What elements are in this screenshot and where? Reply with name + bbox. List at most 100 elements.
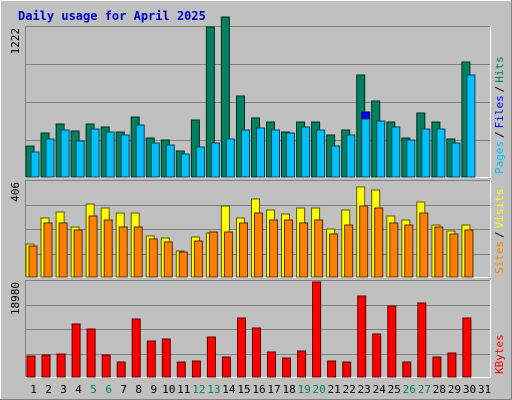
bar-sites-day-15 [239,222,248,278]
bar-pages-day-4 [75,140,85,178]
bar-pages-day-10 [165,144,175,178]
bar-kbytes-day-22 [342,361,352,378]
bar-pages-day-13 [210,142,220,178]
bar-pages-day-30 [466,74,476,178]
bar-kbytes-day-3 [56,353,66,378]
bar-sites-day-16 [254,212,263,278]
bar-pages-day-15 [241,129,250,178]
x-axis-labels: 1 2 3 4 5 6 7 8 9 10 11 12 13 14 15 16 17 18 19 20 21 22 23 24 2… [30,383,491,396]
bar-kbytes-day-2 [41,354,51,378]
x-tick-label: 22 [343,383,356,396]
legend-files: Files [493,95,506,128]
bar-sites-day-12 [193,240,203,278]
bar-kbytes-day-21 [327,360,337,378]
bar-kbytes-day-8 [131,318,141,378]
bar-pages-day-11 [180,153,190,178]
bar-pages-day-7 [120,134,130,178]
legend-visits: Visits [493,189,506,229]
bar-pages-day-12 [195,146,205,178]
x-tick-label: 13 [207,383,220,396]
bar-sites-day-20 [314,219,324,278]
bar-sites-day-22 [344,224,354,278]
bar-pages-day-28 [436,128,446,178]
bar-sites-day-10 [163,241,173,278]
bar-kbytes-day-26 [402,361,412,378]
x-tick-label: 20 [312,383,325,396]
bar-kbytes-day-5 [86,328,96,378]
bar-kbytes-day-6 [101,354,111,378]
bar-pages-day-6 [105,131,115,178]
bar-pages-day-21 [331,145,341,178]
bar-pages-day-20 [316,129,326,178]
bar-sites-day-19 [299,222,309,278]
panel-legend: Sites / Visits [493,189,506,274]
x-tick-label: 8 [135,383,142,396]
x-tick-label: 26 [403,383,416,396]
bar-pages-day-23 [361,118,371,178]
bar-pages-day-27 [421,128,431,178]
bar-sites-day-7 [118,226,128,278]
bar-pages-day-29 [451,142,461,178]
x-tick-label: 2 [45,383,52,396]
bar-sites-day-30 [464,229,474,278]
x-tick-label: 18 [282,383,295,396]
bar-kbytes-day-4 [71,323,81,378]
bar-pages-day-2 [45,138,55,178]
x-tick-label: 28 [433,383,446,396]
legend-pages: Pages [493,141,506,174]
bar-kbytes-day-13 [206,336,216,378]
x-tick-label: 14 [222,383,236,396]
bar-kbytes-day-15 [237,317,246,378]
bar-pages-day-24 [376,120,386,178]
bar-kbytes-day-7 [116,361,126,378]
x-tick-label: 1 [30,383,37,396]
x-tick-label: 9 [150,383,157,396]
y-max-label: 1222 [9,28,22,55]
bar-sites-day-28 [434,226,444,278]
bar-sites-day-27 [419,212,429,278]
bar-kbytes-day-23 [357,295,367,378]
bar-pages-day-1 [30,151,40,178]
bar-kbytes-day-16 [252,327,261,378]
x-tick-label: 25 [388,383,401,396]
chart-title: Daily usage for April 2025 [18,9,206,23]
legend-separator: / [493,131,506,138]
bar-kbytes-day-30 [462,317,472,378]
bar-sites-day-23 [359,205,369,278]
bar-sites-day-2 [43,222,53,278]
bar-kbytes-day-12 [191,360,201,378]
x-tick-label: 11 [177,383,190,396]
bar-sites-day-26 [404,224,414,278]
bar-pages-day-18 [286,132,295,178]
bar-sites-day-18 [284,219,293,278]
bar-kbytes-day-24 [372,333,382,378]
bar-sites-day-13 [208,231,218,278]
x-tick-label: 30 [463,383,476,396]
x-tick-label: 29 [448,383,461,396]
bar-pages-day-9 [150,142,160,178]
bar-sites-day-25 [389,222,399,278]
bar-pages-day-17 [271,129,280,178]
bar-sites-day-3 [58,222,68,278]
bar-pages-day-22 [346,134,356,178]
bar-kbytes-day-9 [146,340,156,378]
bar-kbytes-day-11 [176,361,186,378]
x-tick-label: 6 [105,383,112,396]
series-sites [28,205,474,278]
x-tick-label: 21 [328,383,341,396]
x-tick-label: 16 [252,383,265,396]
bar-pages-day-14 [225,138,235,178]
bar-sites-day-14 [223,231,233,278]
bar-kbytes-day-18 [282,357,291,378]
bar-kbytes-day-28 [432,356,442,378]
bar-sites-day-8 [133,226,143,278]
bar-sites-day-9 [148,238,158,278]
x-tick-label: 15 [237,383,250,396]
legend-hits: Hits [493,56,506,83]
bar-pages-day-3 [60,129,70,178]
bar-kbytes-day-27 [417,302,427,378]
bar-kbytes-day-17 [267,351,276,378]
x-tick-label: 31 [478,383,491,396]
legend-sites: Sites [493,241,506,274]
